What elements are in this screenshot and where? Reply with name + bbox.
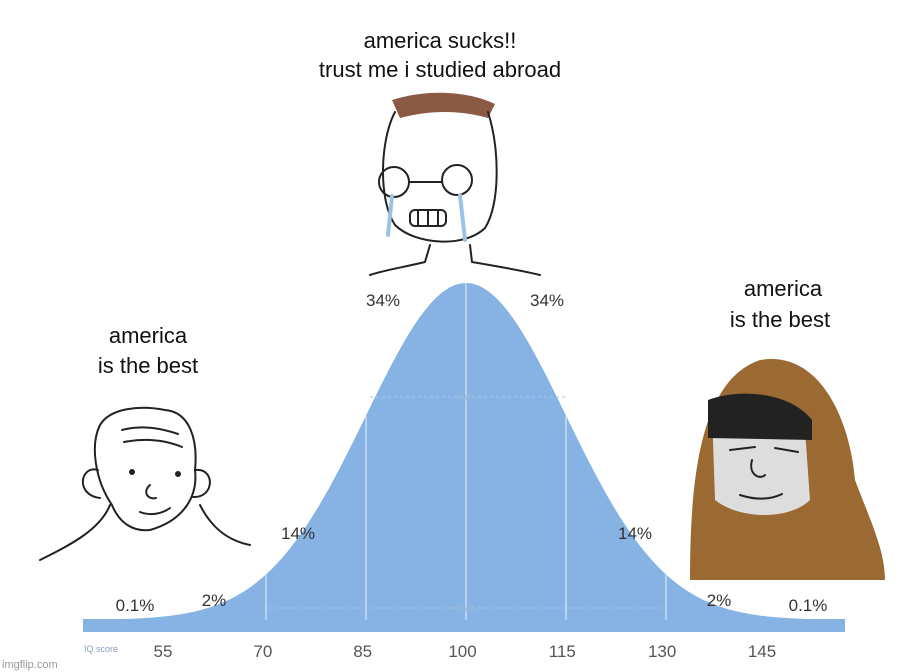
tick-label: 70 <box>253 642 272 661</box>
percent-label: 34% <box>530 291 564 310</box>
caption: america <box>109 323 188 348</box>
bell-curve <box>83 283 845 620</box>
caption: is the best <box>730 307 830 332</box>
percent-label: 14% <box>281 524 315 543</box>
inner-label: 68% <box>456 393 476 404</box>
axis-label: IQ score <box>84 644 118 654</box>
tick-label: 145 <box>748 642 776 661</box>
tick-label: 100 <box>448 642 476 661</box>
percent-label: 0.1% <box>116 596 155 615</box>
caption: america sucks!! <box>364 28 517 53</box>
tick-label: 85 <box>353 642 372 661</box>
tick-label: 55 <box>154 642 173 661</box>
percent-label: 2% <box>707 591 732 610</box>
left-character <box>39 406 251 561</box>
center-character <box>369 92 541 276</box>
percent-label: 2% <box>202 591 227 610</box>
tick-label: 130 <box>648 642 676 661</box>
caption: america <box>744 276 823 301</box>
percent-label: 14% <box>618 524 652 543</box>
tick-label: 115 <box>549 642 576 661</box>
inner-label: 95% <box>456 604 476 615</box>
axis-ticks: 55 70 85 100 115 130 145 <box>154 642 777 661</box>
caption: trust me i studied abroad <box>319 57 561 82</box>
percent-label: 34% <box>366 291 400 310</box>
axis-bar <box>83 619 845 632</box>
sd-lines <box>265 283 667 620</box>
percent-label: 0.1% <box>789 596 828 615</box>
caption: is the best <box>98 353 198 378</box>
watermark: imgflip.com <box>2 659 58 671</box>
right-character <box>690 359 885 580</box>
